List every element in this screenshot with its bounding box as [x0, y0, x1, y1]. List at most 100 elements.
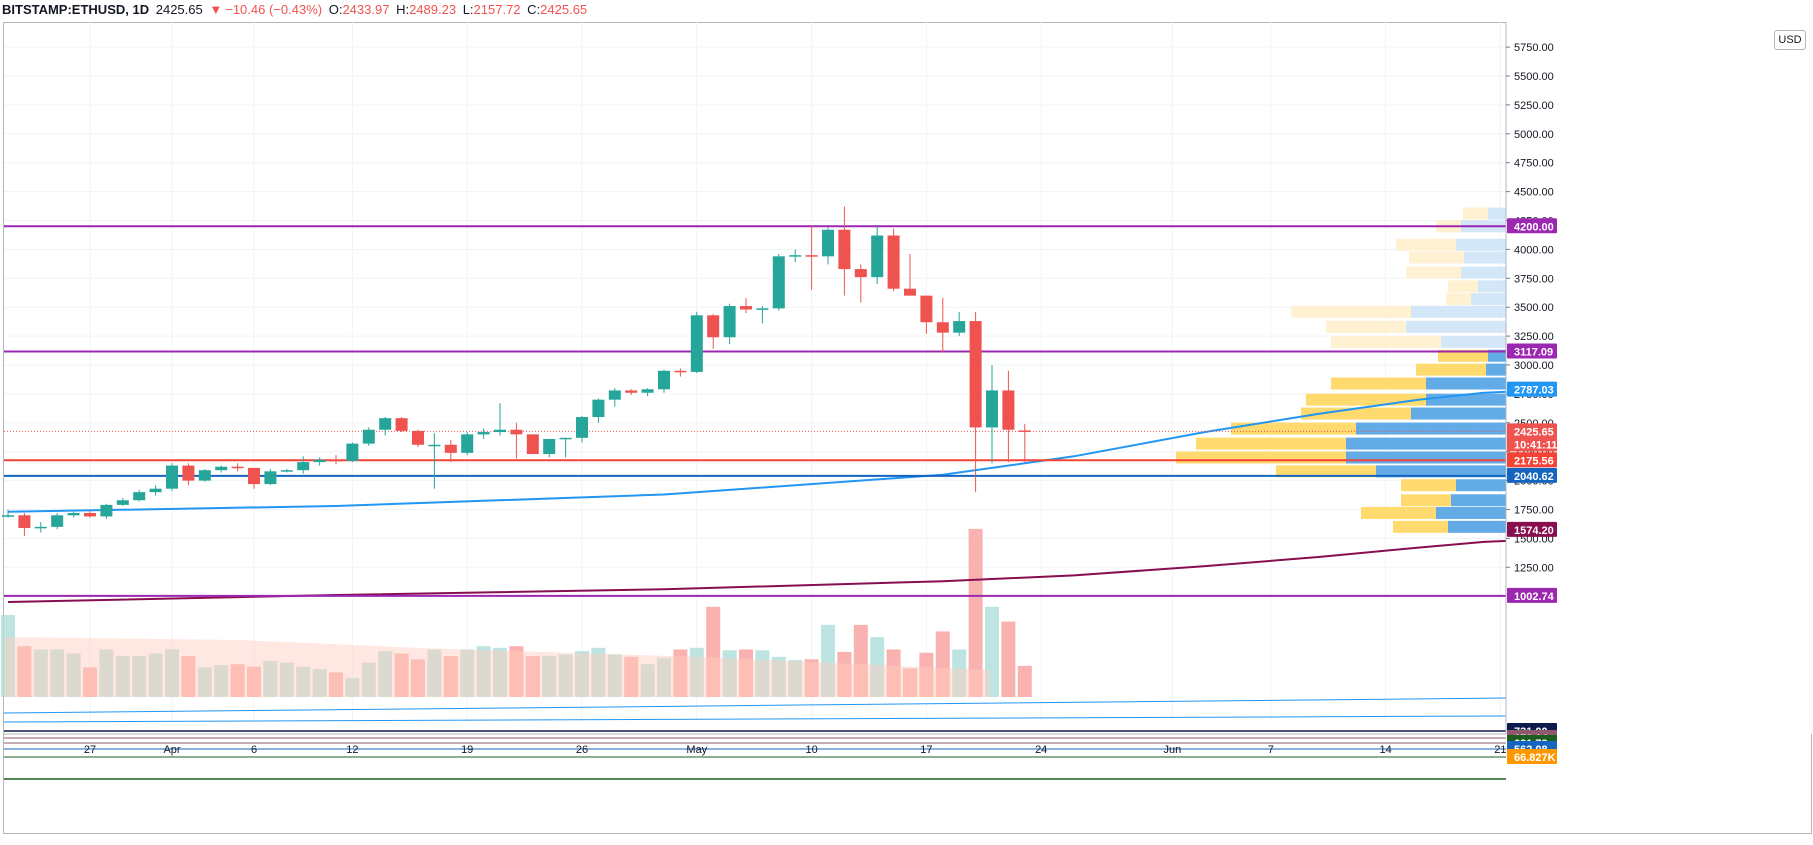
volume-profile-down: [1346, 451, 1506, 464]
candle-down: [904, 288, 916, 296]
x-tick-label: 12: [346, 744, 358, 756]
volume-profile-up: [1401, 479, 1456, 492]
volume-profile-down: [1411, 305, 1506, 318]
volume-profile-down: [1464, 251, 1506, 264]
volume-profile-up: [1446, 293, 1471, 306]
x-tick-label: 6: [251, 744, 257, 756]
price-badge-resistance-text: 4200.00: [1514, 221, 1554, 233]
volume-bar: [607, 654, 622, 697]
lower-level-badge-bg: [1507, 749, 1557, 764]
price-badge-ma_fast-bg: [1507, 381, 1557, 397]
candle-down: [395, 418, 408, 431]
candle-down: [248, 467, 260, 485]
volume-profile-down: [1461, 266, 1506, 279]
price-badge-support_red-text: 2175.56: [1514, 455, 1554, 467]
volume-bar: [722, 650, 737, 697]
volume-bar: [214, 665, 229, 697]
volume-profile-up: [1276, 465, 1376, 478]
volume-profile-down: [1356, 422, 1506, 435]
volume-bar: [886, 649, 901, 697]
candle-up: [477, 432, 490, 435]
volume-area: [4, 637, 990, 697]
volume-bar: [493, 647, 507, 697]
volume-bar: [279, 662, 294, 697]
volume-bar: [788, 660, 803, 697]
trend-line-1: [3, 697, 1507, 714]
x-tick-label: 17: [920, 744, 932, 756]
volume-bar: [755, 650, 770, 697]
candle-up: [100, 504, 113, 517]
price-badge-resistance-bg: [1507, 343, 1557, 359]
volume-bar: [689, 647, 704, 697]
price-badge-ma_fast-text: 2787.03: [1514, 385, 1554, 397]
volume-bar: [99, 649, 114, 697]
candle-up: [608, 390, 621, 400]
x-tick-label: 10: [805, 744, 817, 756]
volume-profile-down: [1436, 506, 1506, 519]
volume-bar: [312, 669, 327, 697]
volume-bar: [361, 662, 376, 697]
price-badge-ma_fast: 2787.03: [1507, 381, 1557, 397]
volume-profile-up: [1361, 506, 1436, 519]
candle-up: [461, 434, 474, 453]
candle-down: [969, 321, 982, 428]
volume-bar: [427, 649, 442, 697]
volume-profile-down: [1448, 520, 1506, 533]
price-badge-support_red-bg: [1507, 452, 1557, 468]
candle-up: [280, 470, 293, 472]
candle-up: [346, 443, 359, 461]
candle-up: [953, 321, 966, 333]
candle-up: [641, 389, 654, 393]
volume-profile-down: [1486, 363, 1506, 376]
volume-bar: [115, 656, 130, 697]
high-label: H:: [396, 2, 410, 17]
volume-profile-down: [1406, 320, 1506, 333]
x-tick-label: 27: [84, 744, 96, 756]
price-badge-resistance: 3117.09: [1507, 343, 1557, 359]
volume-profile-down: [1471, 293, 1506, 306]
close-label: C:: [527, 2, 541, 17]
volume-bar: [640, 664, 655, 697]
y-tick-label: 3250.00: [1514, 331, 1554, 343]
candle-up: [133, 492, 146, 501]
lower-level-badge-text: 66.827K: [1514, 752, 1556, 764]
volume-bar: [165, 649, 179, 697]
volume-profile-up: [1438, 349, 1488, 362]
candle-up: [494, 429, 506, 433]
volume-bar: [821, 624, 835, 697]
symbol-label[interactable]: BITSTAMP:ETHUSD, 1D: [2, 2, 150, 17]
volume-profile-up: [1196, 437, 1346, 450]
moving-average-slow: [7, 537, 1567, 603]
candle-up: [592, 399, 605, 418]
price-badge-resistance-bg: [1507, 218, 1557, 234]
candle-down: [854, 269, 867, 278]
x-tick-label: Apr: [163, 744, 180, 756]
candle-up: [576, 417, 588, 438]
volume-bar: [657, 657, 671, 697]
candle-up: [428, 444, 441, 447]
y-tick-label: 1250.00: [1514, 562, 1554, 574]
candle-down: [936, 322, 949, 333]
volume-profile-up: [1176, 451, 1346, 464]
volume-profile-down: [1376, 465, 1506, 478]
volume-bar: [903, 668, 917, 697]
price-badge-resistance-text: 3117.09: [1514, 346, 1553, 358]
currency-button[interactable]: USD: [1774, 30, 1806, 50]
candle-up: [149, 488, 162, 493]
low-label: L:: [462, 2, 474, 17]
price-badge-countdown-bg: [1507, 436, 1557, 452]
candle-down: [805, 255, 818, 257]
volume-bar: [247, 666, 261, 697]
volume-bar: [1, 615, 15, 697]
volume-bar: [17, 646, 32, 697]
x-tick-label: 21: [1494, 744, 1506, 756]
candle-up: [789, 255, 802, 257]
price-badge-support_blue-text: 2040.62: [1514, 471, 1554, 483]
candle-up: [362, 429, 375, 444]
x-tick-label: May: [686, 744, 707, 756]
change-arrow-icon: ▼: [209, 2, 223, 17]
volume-profile-down: [1478, 280, 1506, 293]
volume-bar: [83, 667, 97, 697]
volume-bar: [1017, 665, 1032, 697]
